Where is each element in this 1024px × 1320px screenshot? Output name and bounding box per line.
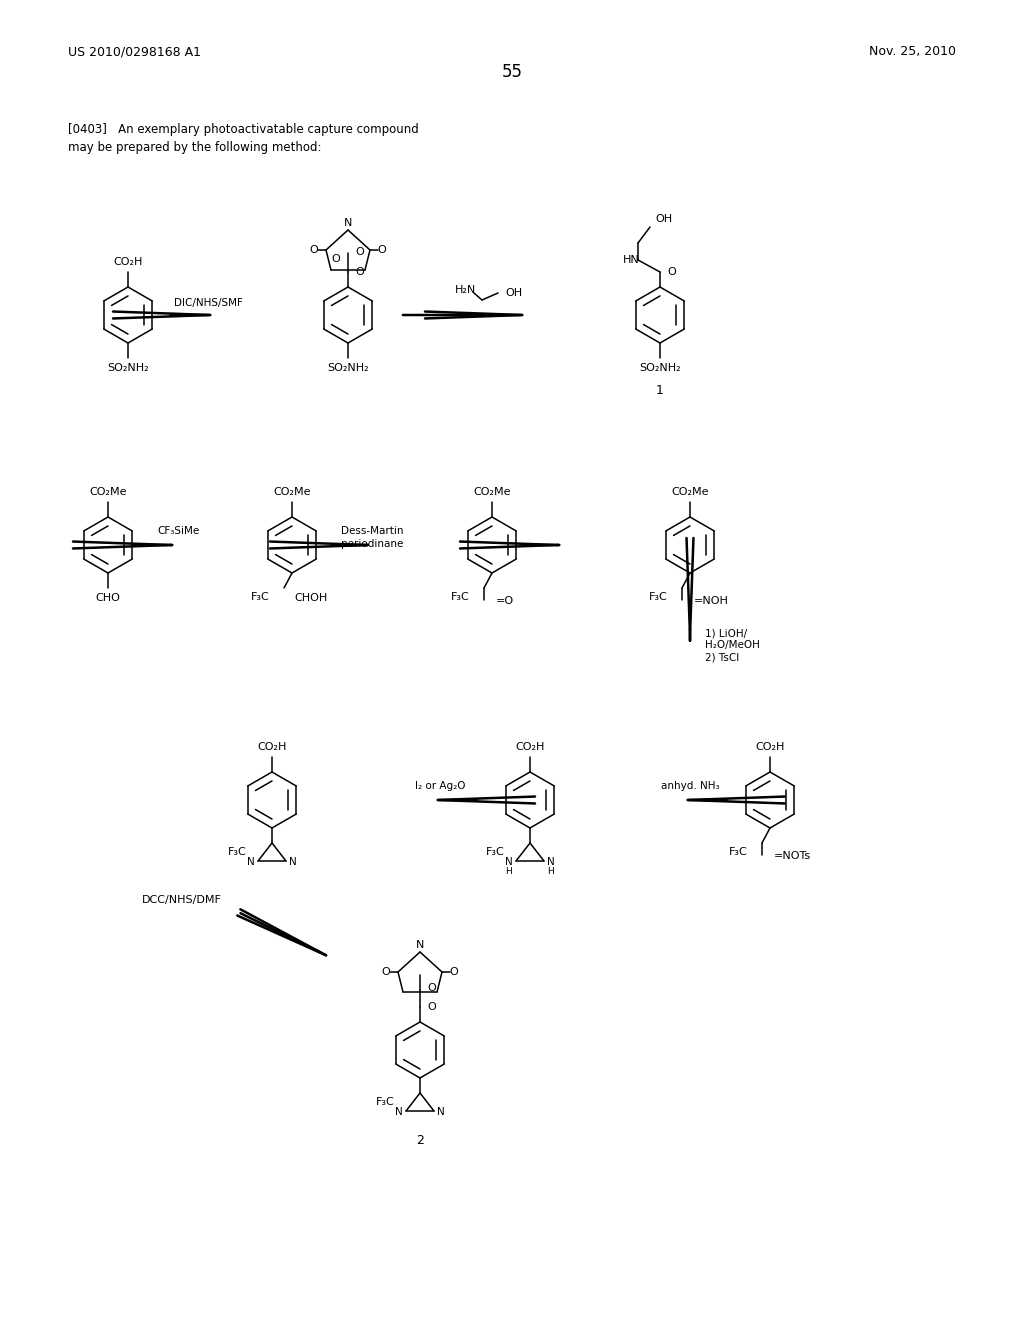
- Text: F₃C: F₃C: [452, 591, 470, 602]
- Text: N: N: [344, 218, 352, 228]
- Text: HN: HN: [624, 255, 640, 265]
- Text: N: N: [289, 857, 297, 867]
- Text: CO₂H: CO₂H: [257, 742, 287, 752]
- Text: Dess-Martin: Dess-Martin: [341, 525, 403, 536]
- Text: H: H: [548, 866, 554, 875]
- Text: DCC/NHS/DMF: DCC/NHS/DMF: [142, 895, 222, 906]
- Text: O: O: [428, 983, 436, 993]
- Text: 1) LiOH/: 1) LiOH/: [705, 628, 748, 638]
- Text: F₃C: F₃C: [228, 847, 247, 857]
- Text: O: O: [355, 247, 365, 257]
- Text: SO₂NH₂: SO₂NH₂: [108, 363, 148, 374]
- Text: [0403]   An exemplary photoactivatable capture compound: [0403] An exemplary photoactivatable cap…: [68, 124, 419, 136]
- Text: 2: 2: [416, 1134, 424, 1147]
- Text: US 2010/0298168 A1: US 2010/0298168 A1: [68, 45, 201, 58]
- Text: may be prepared by the following method:: may be prepared by the following method:: [68, 140, 322, 153]
- Text: CO₂H: CO₂H: [756, 742, 784, 752]
- Text: N: N: [395, 1107, 402, 1117]
- Text: O: O: [332, 253, 340, 264]
- Text: I₂ or Ag₂O: I₂ or Ag₂O: [415, 781, 465, 791]
- Text: =NOTs: =NOTs: [774, 851, 811, 861]
- Text: O: O: [309, 246, 318, 255]
- Text: OH: OH: [655, 214, 672, 224]
- Text: periodinane: periodinane: [341, 539, 403, 549]
- Text: OH: OH: [505, 288, 522, 298]
- Text: F₃C: F₃C: [251, 591, 270, 602]
- Text: H₂O/MeOH: H₂O/MeOH: [705, 640, 760, 649]
- Text: anhyd. NH₃: anhyd. NH₃: [660, 781, 719, 791]
- Text: N: N: [247, 857, 255, 867]
- Text: O: O: [382, 968, 390, 977]
- Text: O: O: [428, 1002, 436, 1012]
- Text: 2) TsCl: 2) TsCl: [705, 653, 739, 663]
- Text: F₃C: F₃C: [729, 847, 748, 857]
- Text: O: O: [355, 267, 365, 277]
- Text: DIC/NHS/SMF: DIC/NHS/SMF: [173, 298, 243, 308]
- Text: SO₂NH₂: SO₂NH₂: [639, 363, 681, 374]
- Text: H: H: [506, 866, 512, 875]
- Text: =O: =O: [496, 597, 514, 606]
- Text: CO₂H: CO₂H: [114, 257, 142, 267]
- Text: 55: 55: [502, 63, 522, 81]
- Text: SO₂NH₂: SO₂NH₂: [328, 363, 369, 374]
- Text: O: O: [378, 246, 386, 255]
- Text: =NOH: =NOH: [694, 597, 729, 606]
- Text: CO₂Me: CO₂Me: [672, 487, 709, 498]
- Text: Nov. 25, 2010: Nov. 25, 2010: [869, 45, 956, 58]
- Text: F₃C: F₃C: [649, 591, 668, 602]
- Text: CO₂H: CO₂H: [515, 742, 545, 752]
- Text: CO₂Me: CO₂Me: [273, 487, 310, 498]
- Text: H₂N: H₂N: [455, 285, 476, 294]
- Text: N: N: [437, 1107, 444, 1117]
- Text: N: N: [547, 857, 555, 867]
- Text: N: N: [505, 857, 513, 867]
- Text: CHO: CHO: [95, 593, 121, 603]
- Text: 1: 1: [656, 384, 664, 396]
- Text: F₃C: F₃C: [486, 847, 505, 857]
- Text: O: O: [668, 267, 677, 277]
- Text: F₃C: F₃C: [376, 1097, 395, 1107]
- Text: CHOH: CHOH: [294, 593, 328, 603]
- Text: O: O: [450, 968, 459, 977]
- Text: CO₂Me: CO₂Me: [89, 487, 127, 498]
- Text: CF₃SiMe: CF₃SiMe: [157, 525, 199, 536]
- Text: N: N: [416, 940, 424, 950]
- Text: CO₂Me: CO₂Me: [473, 487, 511, 498]
